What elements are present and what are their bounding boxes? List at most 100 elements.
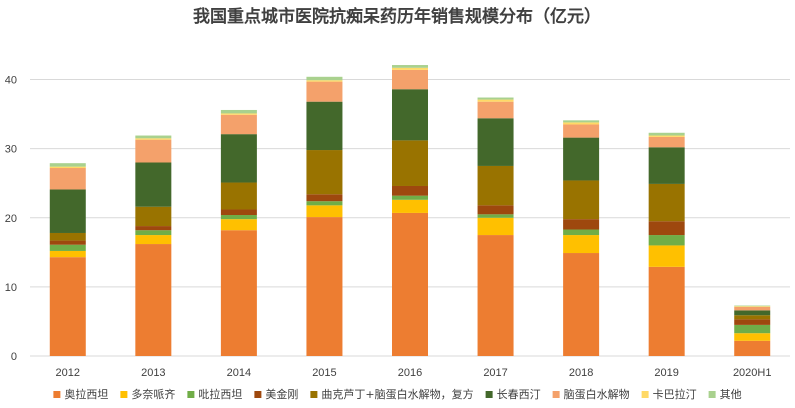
bar-segment: [392, 185, 428, 196]
bar-segment: [220, 209, 257, 216]
legend-label: 多奈哌齐: [131, 387, 175, 401]
bar-segment: [220, 182, 257, 210]
legend-item: 美金刚: [254, 387, 298, 401]
legend-swatch: [552, 391, 560, 398]
bar-segment: [477, 101, 514, 119]
legend-swatch: [641, 391, 649, 398]
x-tick-label: 2015: [312, 367, 336, 379]
bar-segment: [392, 195, 428, 200]
y-tick-label: 10: [5, 282, 17, 294]
bar-segment: [135, 138, 172, 140]
bar-segment: [306, 101, 343, 151]
bar-segment: [135, 135, 172, 139]
bar-segment: [392, 69, 428, 90]
bar-segment: [477, 118, 514, 166]
x-tick-label: 2018: [569, 367, 593, 379]
legend-item: 其他: [708, 388, 742, 401]
bar-segment: [648, 221, 685, 236]
bar-segment: [648, 235, 685, 246]
legend-swatch: [53, 391, 61, 398]
bar-segment: [306, 80, 343, 82]
bar-segment: [648, 147, 685, 184]
bar-segment: [306, 201, 343, 206]
bar-segment: [220, 113, 257, 115]
bar-segment: [49, 189, 86, 233]
bar-segment: [734, 306, 771, 311]
bar-segment: [392, 89, 428, 141]
x-tick-label: 2020H1: [733, 367, 772, 379]
legend-label: 美金刚: [265, 387, 298, 401]
bar-segment: [563, 253, 600, 356]
legend-item: 长春西汀: [485, 388, 541, 401]
bar-segment: [306, 217, 343, 356]
bar-segment: [734, 319, 771, 325]
y-axis: 0 10 20 30 40: [5, 75, 17, 363]
legend-label: 吡拉西坦: [198, 387, 242, 401]
legend-item: 卡巴拉汀: [641, 387, 697, 401]
y-tick-label: 40: [5, 75, 17, 87]
bar-segment: [648, 136, 685, 148]
bar-segment: [49, 257, 86, 356]
bar-segment: [306, 205, 343, 218]
bar-segment: [49, 240, 86, 245]
bar-segment: [734, 306, 771, 307]
legend-item: 奥拉西坦: [53, 387, 108, 401]
bar-segment: [49, 232, 86, 241]
bar-segment: [563, 235, 600, 254]
bar-segment: [563, 229, 600, 236]
bar-segment: [135, 139, 172, 163]
bar-segment: [49, 163, 86, 167]
bar-segment: [563, 122, 600, 125]
legend-item: 多奈哌齐: [120, 387, 175, 401]
bar-segment: [392, 140, 428, 186]
legend-swatch: [120, 391, 128, 398]
bar-segment: [220, 230, 257, 356]
bar-segment: [49, 168, 86, 190]
bar-segment: [306, 150, 343, 195]
y-tick-label: 0: [11, 351, 17, 363]
bar-segment: [734, 315, 771, 320]
bar-segment: [648, 135, 685, 137]
x-tick-label: 2012: [56, 367, 80, 379]
bar-segment: [477, 165, 514, 206]
chart-title: 我国重点城市医院抗痴呆药历年销售规模分布（亿元）: [193, 6, 601, 27]
legend-swatch: [187, 391, 195, 398]
legend: 奥拉西坦 多奈哌齐 吡拉西坦 美金刚 曲克芦丁+脑蛋白水解物，复方 长春西汀 脑蛋白水解物 卡…: [53, 387, 742, 401]
bar-segment: [477, 97, 514, 100]
bar-segment: [135, 235, 172, 245]
bar-segment: [135, 226, 172, 231]
bar-segment: [563, 120, 600, 123]
x-tick-label: 2013: [141, 367, 165, 379]
bar-segment: [734, 324, 771, 334]
legend-item: 吡拉西坦: [187, 387, 242, 401]
bar-segment: [734, 333, 771, 341]
bar-segment: [220, 219, 257, 231]
bar-segment: [648, 132, 685, 136]
bar-segment: [220, 114, 257, 135]
legend-label: 长春西汀: [497, 388, 541, 401]
bar-segment: [49, 250, 86, 258]
legend-label: 曲克芦丁+脑蛋白水解物，复方: [321, 387, 473, 401]
bar-segment: [392, 65, 428, 68]
x-tick-label: 2017: [483, 367, 507, 379]
bar-segment: [648, 183, 685, 222]
legend-swatch: [485, 391, 493, 398]
x-axis: 2012 2013 2014 2015 2016 2017 2018 2019 2020H1: [56, 367, 772, 379]
x-tick-label: 2014: [227, 367, 251, 379]
bar-segment: [734, 310, 771, 316]
bar-segment: [135, 230, 172, 236]
legend-label: 卡巴拉汀: [653, 387, 697, 401]
bar-segment: [563, 137, 600, 181]
bar-segment: [220, 134, 257, 183]
y-tick-label: 20: [5, 213, 17, 225]
legend-label: 脑蛋白水解物: [564, 387, 630, 401]
legend-item: 曲克芦丁+脑蛋白水解物，复方: [310, 387, 474, 401]
bar-segment: [135, 244, 172, 356]
bar-segment: [648, 266, 685, 356]
legend-item: 脑蛋白水解物: [552, 387, 630, 401]
bar-segment: [477, 205, 514, 215]
bar-segment: [648, 245, 685, 267]
bar-segment: [392, 67, 428, 70]
bar-segment: [392, 199, 428, 213]
